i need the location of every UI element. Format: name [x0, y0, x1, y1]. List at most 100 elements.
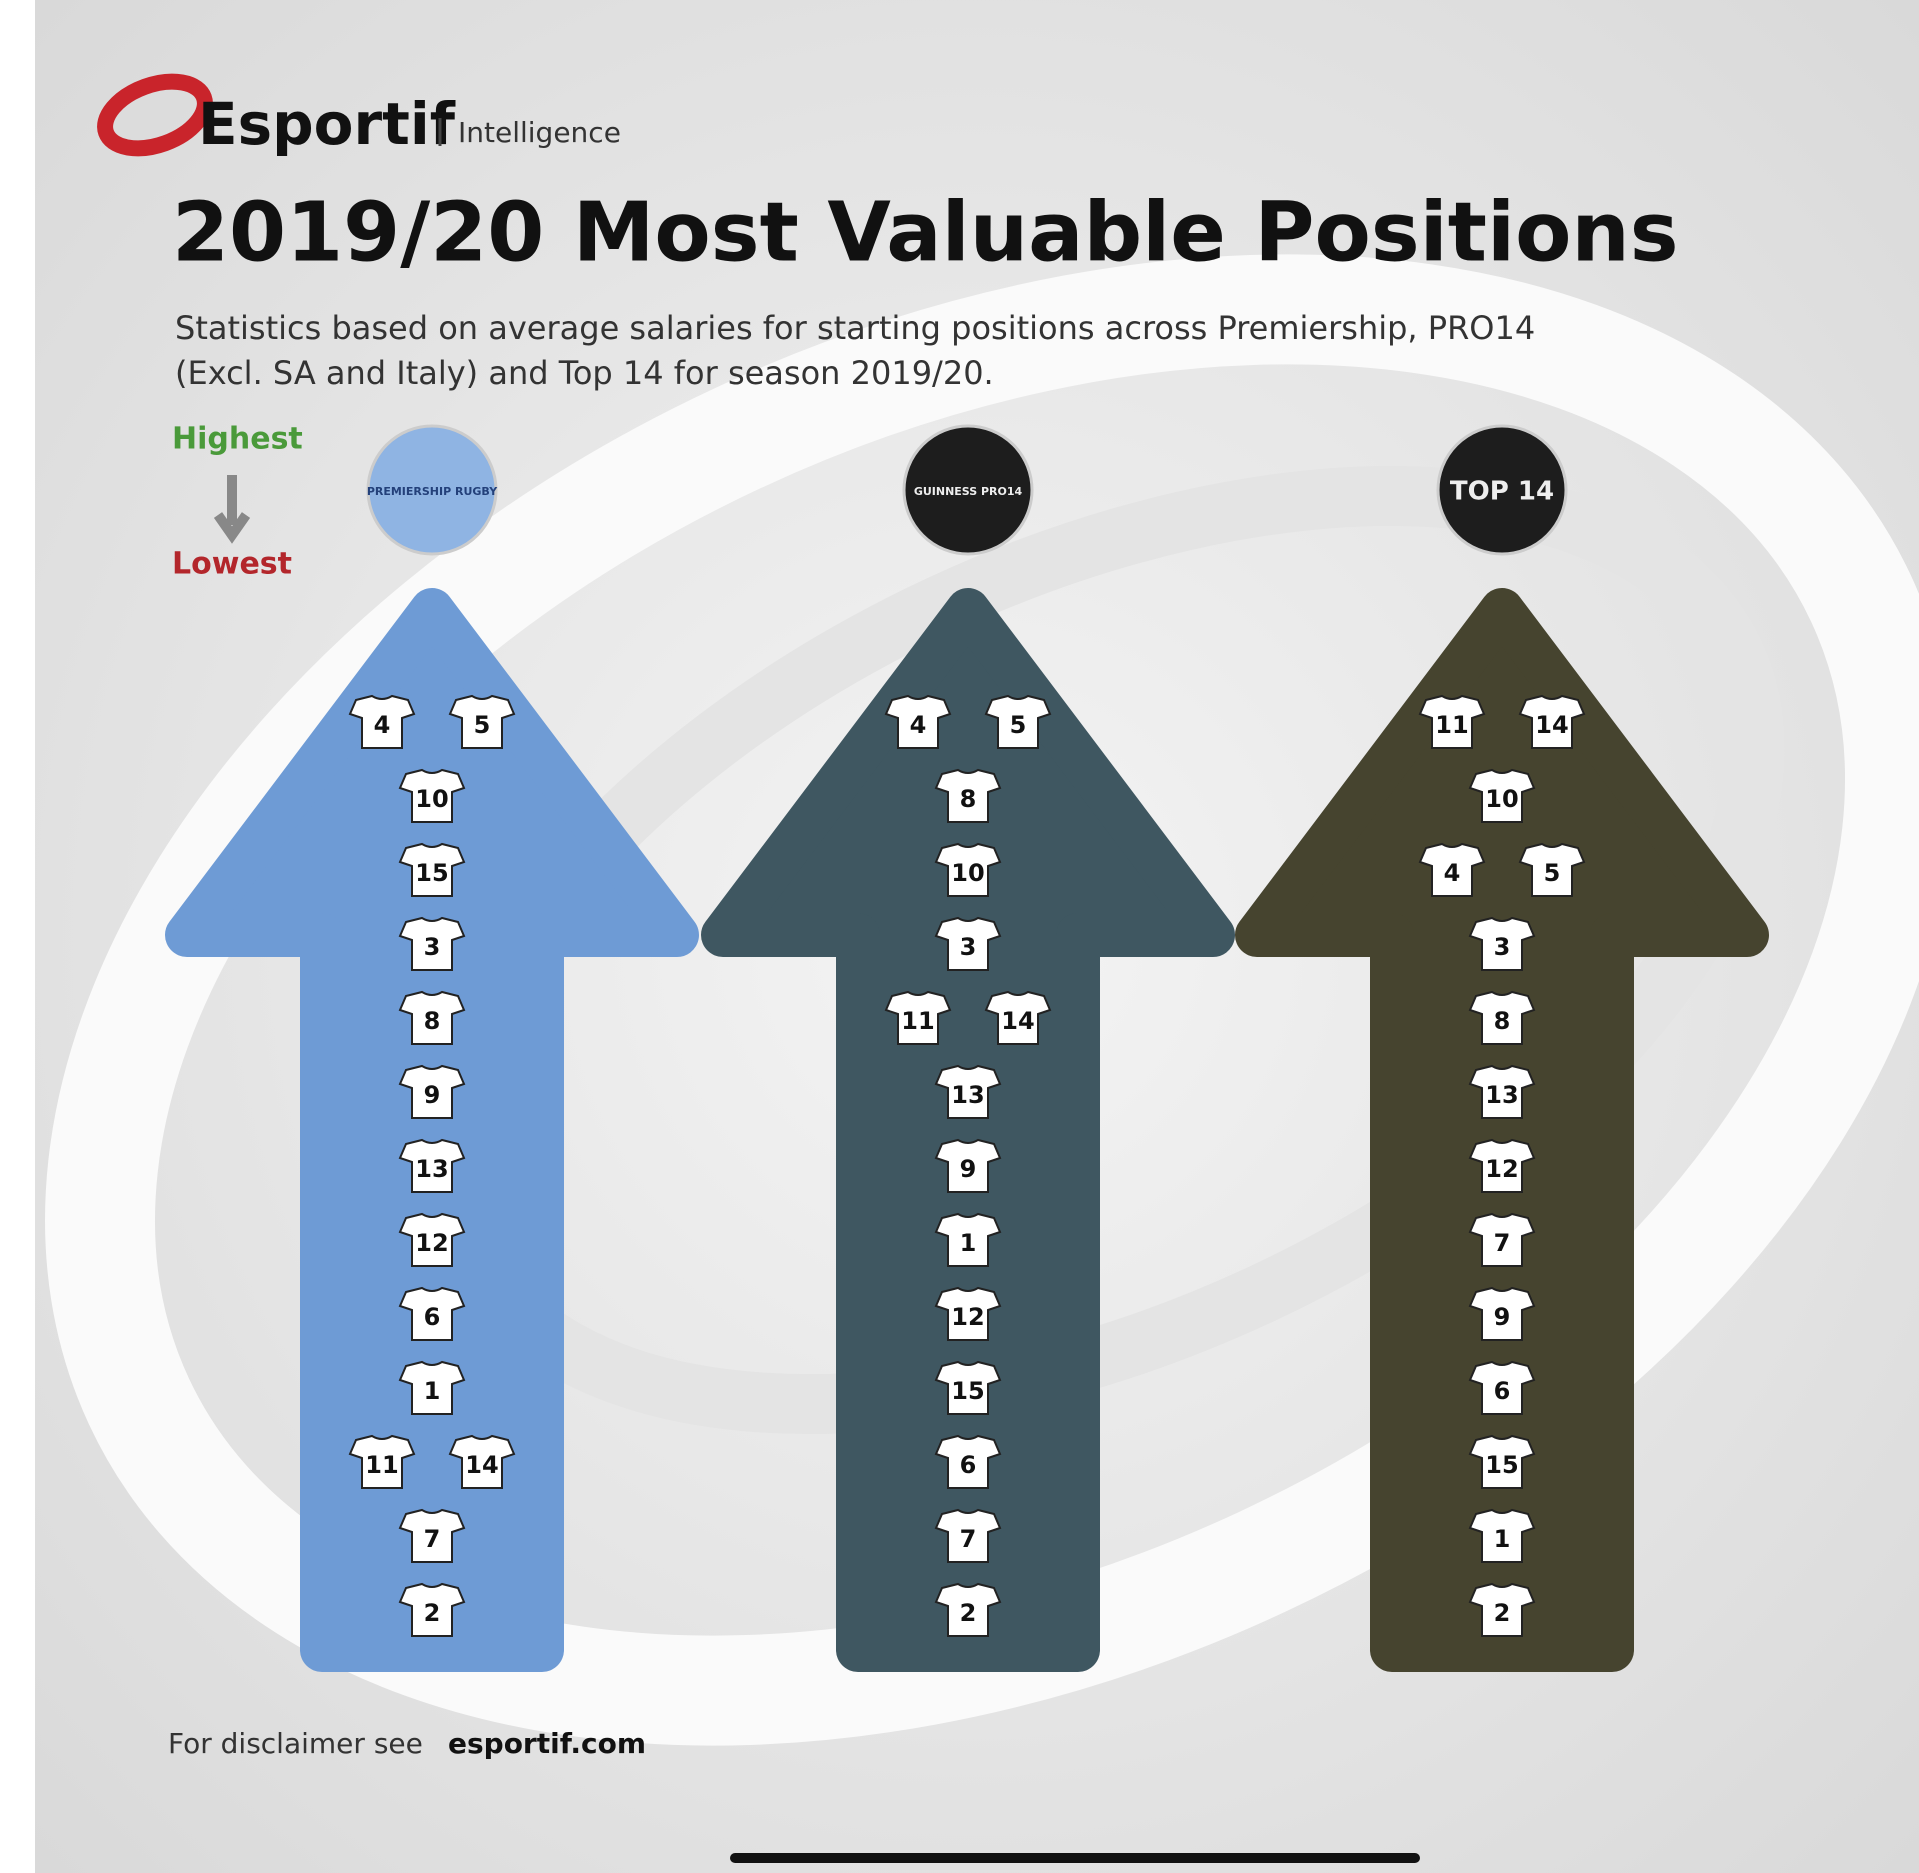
league-logo-label: TOP 14 — [1450, 477, 1554, 507]
shirt: 15 — [398, 842, 466, 897]
position-number: 1 — [424, 1377, 441, 1405]
shirt-shape — [984, 694, 1052, 749]
position-number: 15 — [415, 859, 448, 887]
league-logo — [1436, 424, 1568, 556]
shirt: 1 — [398, 1360, 466, 1415]
shirt-shape — [398, 1582, 466, 1637]
shirt-shape — [934, 916, 1002, 971]
shirt-shape — [934, 768, 1002, 823]
shirt-shape — [1418, 842, 1486, 897]
arrow — [165, 588, 699, 1672]
position-number: 3 — [1494, 933, 1511, 961]
position-number: 10 — [951, 859, 984, 887]
shirt: 11 — [348, 1434, 416, 1489]
arrow — [1235, 588, 1769, 1672]
position-number: 7 — [960, 1525, 977, 1553]
shirt: 2 — [934, 1582, 1002, 1637]
position-number: 11 — [1435, 711, 1468, 739]
shirt: 11 — [1418, 694, 1486, 749]
shirt-shape — [1418, 694, 1486, 749]
shirt-shape — [398, 1064, 466, 1119]
shirt-shape — [884, 990, 952, 1045]
shirt: 12 — [1468, 1138, 1536, 1193]
shirt: 13 — [1468, 1064, 1536, 1119]
shirt: 13 — [398, 1138, 466, 1193]
legend-low: Lowest — [172, 547, 292, 582]
league-logo — [366, 424, 498, 556]
legend-arrow — [213, 475, 251, 544]
shirt: 3 — [1468, 916, 1536, 971]
position-number: 1 — [960, 1229, 977, 1257]
home-indicator — [730, 1853, 1420, 1863]
shirt-shape — [1468, 1212, 1536, 1267]
footer-link[interactable]: esportif.com — [448, 1727, 646, 1760]
title: 2019/20 Most Valuable Positions — [172, 185, 1679, 280]
shirt: 5 — [984, 694, 1052, 749]
shirt: 14 — [984, 990, 1052, 1045]
shirt-shape — [934, 1582, 1002, 1637]
position-number: 8 — [424, 1007, 441, 1035]
position-number: 7 — [1494, 1229, 1511, 1257]
shirt: 15 — [1468, 1434, 1536, 1489]
shirt-shape — [398, 1508, 466, 1563]
position-number: 13 — [415, 1155, 448, 1183]
brand-logo — [97, 73, 213, 157]
shirt-shape — [1468, 1286, 1536, 1341]
shirt: 14 — [1518, 694, 1586, 749]
shirt-shape — [398, 1360, 466, 1415]
shirt: 1 — [1468, 1508, 1536, 1563]
position-number: 2 — [1494, 1599, 1511, 1627]
footer-text: For disclaimer see — [168, 1727, 423, 1760]
shirt: 10 — [398, 768, 466, 823]
position-number: 5 — [474, 711, 491, 739]
shirt: 4 — [1418, 842, 1486, 897]
position-number: 6 — [1494, 1377, 1511, 1405]
shirt-shape — [1468, 916, 1536, 971]
shirt-shape — [934, 1286, 1002, 1341]
shirt-shape — [1468, 1064, 1536, 1119]
shirt-shape — [1468, 1582, 1536, 1637]
position-number: 3 — [960, 933, 977, 961]
shirt: 6 — [398, 1286, 466, 1341]
position-number: 7 — [424, 1525, 441, 1553]
shirt: 15 — [934, 1360, 1002, 1415]
league-logo-label: PREMIERSHIP RUGBY — [367, 485, 498, 498]
shirt: 13 — [934, 1064, 1002, 1119]
position-number: 14 — [1001, 1007, 1034, 1035]
shirt-shape — [1468, 768, 1536, 823]
shirt-shape — [934, 1360, 1002, 1415]
position-number: 3 — [424, 933, 441, 961]
shirt: 4 — [884, 694, 952, 749]
position-number: 12 — [951, 1303, 984, 1331]
league-logo-label: GUINNESS PRO14 — [914, 485, 1023, 498]
shirt-shape — [1468, 1508, 1536, 1563]
shirt: 14 — [448, 1434, 516, 1489]
subtitle: (Excl. SA and Italy) and Top 14 for seas… — [175, 354, 994, 392]
shirt-shape — [448, 1434, 516, 1489]
shirt: 10 — [934, 842, 1002, 897]
position-number: 9 — [960, 1155, 977, 1183]
position-number: 11 — [901, 1007, 934, 1035]
position-number: 15 — [951, 1377, 984, 1405]
shirt: 3 — [934, 916, 1002, 971]
swoosh — [45, 254, 1919, 1746]
shirt: 11 — [884, 990, 952, 1045]
shirt: 1 — [934, 1212, 1002, 1267]
position-number: 1 — [1494, 1525, 1511, 1553]
shirt: 3 — [398, 916, 466, 971]
league-logo — [902, 424, 1034, 556]
position-number: 4 — [374, 711, 391, 739]
shirt-shape — [1468, 1434, 1536, 1489]
shirt-shape — [934, 1508, 1002, 1563]
position-number: 13 — [1485, 1081, 1518, 1109]
shirt-shape — [884, 694, 952, 749]
position-number: 9 — [424, 1081, 441, 1109]
shirt-shape — [934, 1138, 1002, 1193]
shirt: 9 — [398, 1064, 466, 1119]
shirt-shape — [934, 1212, 1002, 1267]
shirt: 6 — [934, 1434, 1002, 1489]
shirt-shape — [398, 990, 466, 1045]
shirt: 9 — [934, 1138, 1002, 1193]
shirt: 2 — [1468, 1582, 1536, 1637]
